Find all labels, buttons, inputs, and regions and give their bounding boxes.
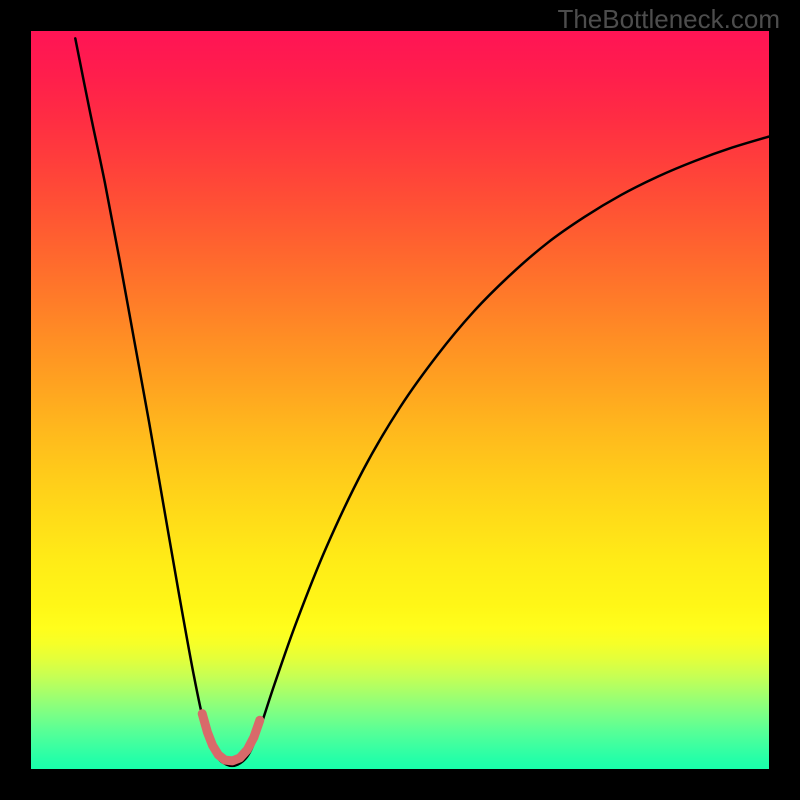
canvas: TheBottleneck.com — [0, 0, 800, 800]
bottleneck-curve — [75, 38, 769, 765]
highlight-markers — [202, 714, 260, 761]
watermark-text: TheBottleneck.com — [557, 4, 780, 35]
plot-area — [31, 31, 769, 769]
plot-svg — [31, 31, 769, 769]
